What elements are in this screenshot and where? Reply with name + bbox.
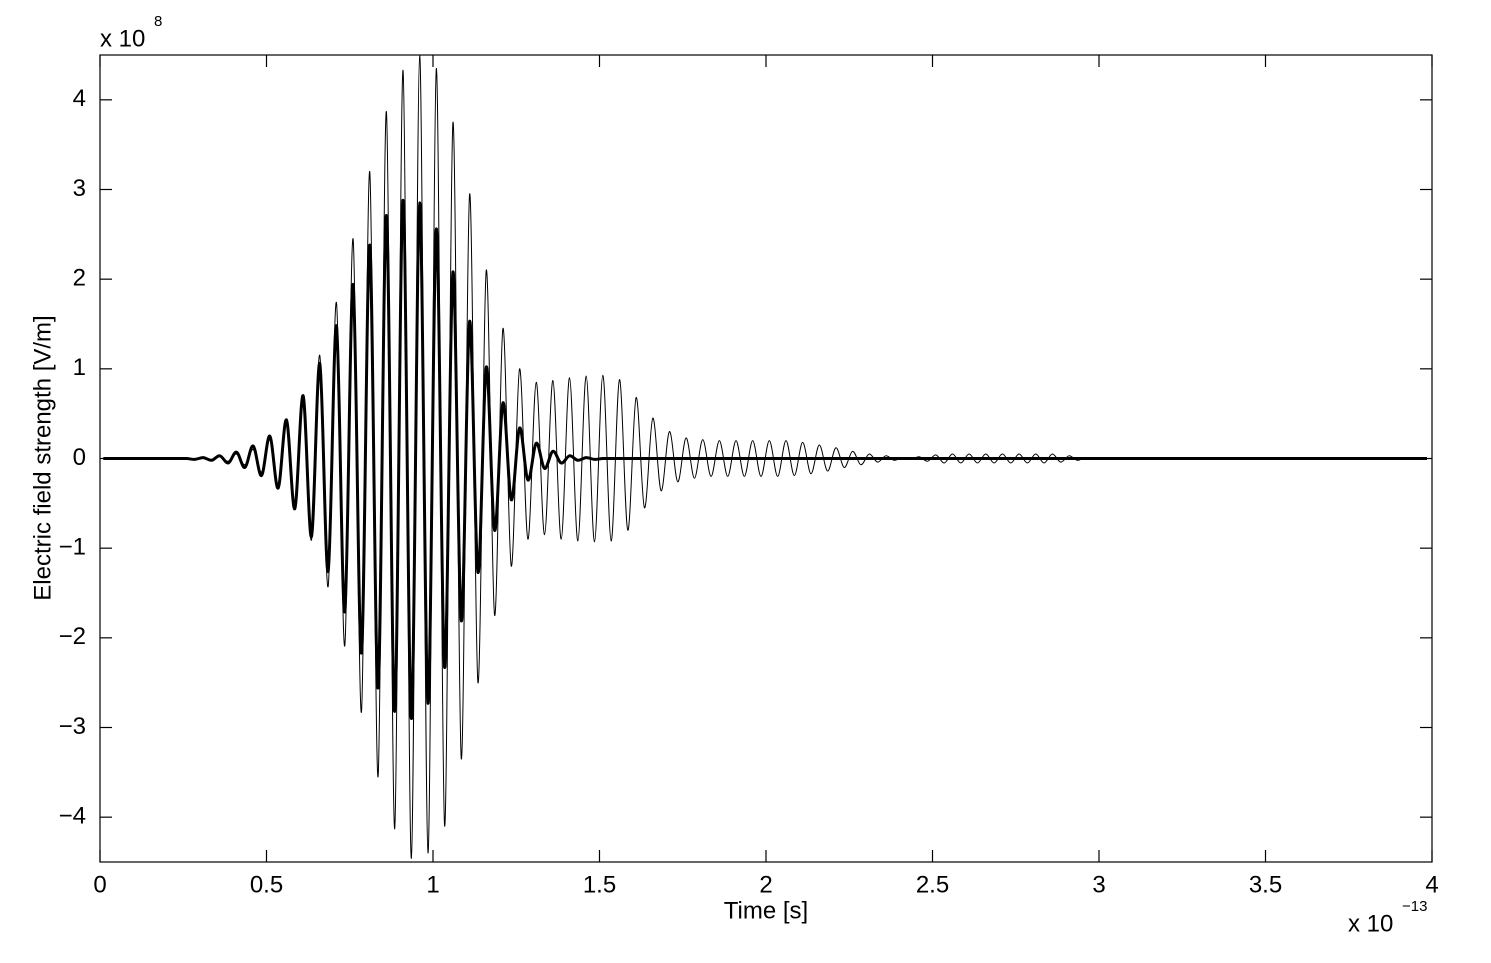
- x-tick-label: 3: [1092, 871, 1105, 898]
- x-tick-label: 1.5: [583, 871, 616, 898]
- x-multiplier: x 10: [1348, 910, 1393, 937]
- x-tick-label: 3.5: [1249, 871, 1282, 898]
- y-tick-label: −4: [59, 803, 86, 830]
- axes: 0 0.5 1 1.5 2 2.5 3 3.5 4 −4 −3 −2 −1 0 1 2 3 4: [59, 55, 1439, 898]
- y-tick-label: 0: [73, 444, 86, 471]
- y-axis-label: Electric field strength [V/m]: [29, 315, 56, 600]
- x-tick-label: 4: [1425, 871, 1438, 898]
- x-multiplier-exponent: −13: [1402, 898, 1427, 915]
- y-tick-label: 2: [73, 265, 86, 292]
- x-tick-label: 0: [93, 871, 106, 898]
- y-tick-label: 1: [73, 354, 86, 381]
- y-tick-label: 4: [73, 85, 86, 112]
- y-tick-label: 3: [73, 175, 86, 202]
- x-axis-label: Time [s]: [724, 897, 808, 924]
- x-tick-label: 0.5: [250, 871, 283, 898]
- x-tick-label: 1: [426, 871, 439, 898]
- plot-area: [103, 55, 1428, 859]
- data-line: [103, 198, 1428, 721]
- data-line: [103, 55, 1428, 859]
- y-tick-label: −2: [59, 623, 86, 650]
- y-multiplier-exponent: 8: [154, 13, 162, 30]
- y-tick-label: −1: [59, 534, 86, 561]
- x-tick-label: 2: [759, 871, 772, 898]
- x-tick-label: 2.5: [916, 871, 949, 898]
- y-tick-label: −3: [59, 713, 86, 740]
- y-multiplier: x 10: [100, 25, 145, 52]
